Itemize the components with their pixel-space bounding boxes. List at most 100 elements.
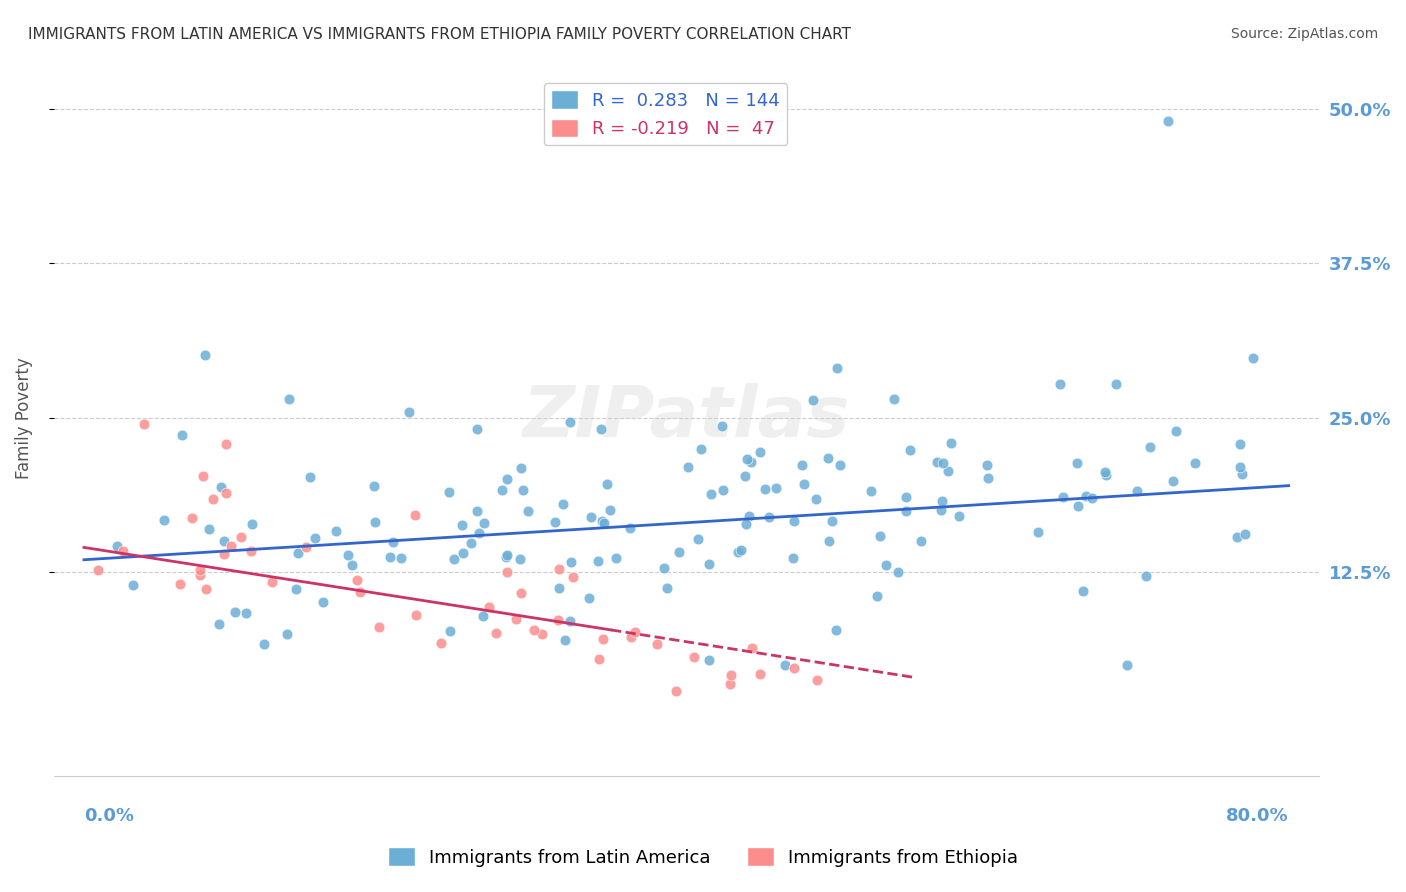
- Point: [783, 661, 806, 675]
- Point: [938, 464, 960, 478]
- Point: [793, 477, 815, 491]
- Point: [939, 435, 962, 450]
- Point: [547, 613, 569, 627]
- Point: [235, 607, 257, 621]
- Point: [804, 492, 827, 507]
- Point: [931, 494, 953, 508]
- Point: [212, 547, 235, 561]
- Point: [495, 566, 517, 580]
- Point: [948, 509, 970, 524]
- Point: [1094, 465, 1116, 479]
- Point: [298, 470, 321, 484]
- Point: [1157, 114, 1180, 128]
- Point: [471, 609, 494, 624]
- Point: [690, 442, 713, 456]
- Point: [825, 623, 848, 637]
- Point: [468, 526, 491, 541]
- Point: [830, 458, 852, 472]
- Point: [711, 483, 734, 497]
- Point: [1164, 424, 1187, 438]
- Point: [405, 608, 427, 623]
- Point: [1229, 459, 1251, 474]
- Point: [1026, 524, 1049, 539]
- Point: [1049, 376, 1071, 391]
- Point: [821, 514, 844, 528]
- Point: [910, 533, 932, 548]
- Point: [711, 419, 734, 434]
- Point: [758, 509, 780, 524]
- Point: [581, 509, 603, 524]
- Point: [451, 517, 474, 532]
- Legend: R =  0.283   N = 144, R = -0.219   N =  47: R = 0.283 N = 144, R = -0.219 N = 47: [544, 83, 787, 145]
- Point: [364, 515, 387, 529]
- Point: [404, 508, 426, 523]
- Point: [548, 562, 571, 576]
- Point: [1241, 351, 1264, 365]
- Point: [509, 586, 531, 600]
- Point: [697, 652, 720, 666]
- Point: [1234, 527, 1257, 541]
- Point: [735, 452, 758, 467]
- Point: [215, 437, 238, 451]
- Point: [194, 582, 217, 596]
- Point: [866, 589, 889, 603]
- Point: [727, 545, 749, 559]
- Point: [496, 548, 519, 562]
- Point: [451, 546, 474, 560]
- Point: [860, 484, 883, 499]
- Point: [560, 556, 582, 570]
- Point: [734, 469, 756, 483]
- Point: [683, 650, 706, 665]
- Point: [278, 392, 301, 407]
- Point: [578, 591, 600, 605]
- Point: [239, 543, 262, 558]
- Point: [253, 637, 276, 651]
- Point: [172, 428, 194, 442]
- Point: [1067, 500, 1090, 514]
- Point: [208, 616, 231, 631]
- Point: [817, 451, 839, 466]
- Point: [887, 565, 910, 579]
- Point: [188, 563, 211, 577]
- Point: [773, 657, 796, 672]
- Point: [700, 487, 723, 501]
- Point: [1071, 583, 1094, 598]
- Point: [134, 417, 156, 431]
- Point: [346, 573, 368, 587]
- Point: [801, 392, 824, 407]
- Point: [748, 667, 770, 681]
- Point: [312, 595, 335, 609]
- Point: [697, 557, 720, 571]
- Point: [491, 483, 513, 498]
- Point: [287, 546, 309, 560]
- Point: [523, 624, 546, 638]
- Point: [558, 415, 581, 429]
- Point: [1230, 467, 1253, 481]
- Point: [1139, 440, 1161, 454]
- Point: [592, 632, 614, 647]
- Text: ZIPatlas: ZIPatlas: [523, 384, 851, 452]
- Point: [340, 558, 363, 572]
- Point: [240, 517, 263, 532]
- Point: [443, 552, 465, 566]
- Point: [190, 568, 212, 582]
- Point: [378, 549, 401, 564]
- Point: [605, 551, 627, 566]
- Point: [398, 405, 420, 419]
- Point: [194, 348, 217, 362]
- Point: [1081, 491, 1104, 505]
- Point: [465, 422, 488, 436]
- Point: [596, 477, 619, 491]
- Point: [668, 545, 690, 559]
- Point: [754, 483, 776, 497]
- Point: [977, 471, 1000, 485]
- Point: [749, 445, 772, 459]
- Point: [655, 581, 678, 595]
- Point: [591, 514, 613, 528]
- Point: [202, 491, 225, 506]
- Point: [1116, 657, 1139, 672]
- Point: [1225, 530, 1247, 544]
- Point: [224, 605, 246, 619]
- Point: [367, 620, 389, 634]
- Point: [215, 486, 238, 500]
